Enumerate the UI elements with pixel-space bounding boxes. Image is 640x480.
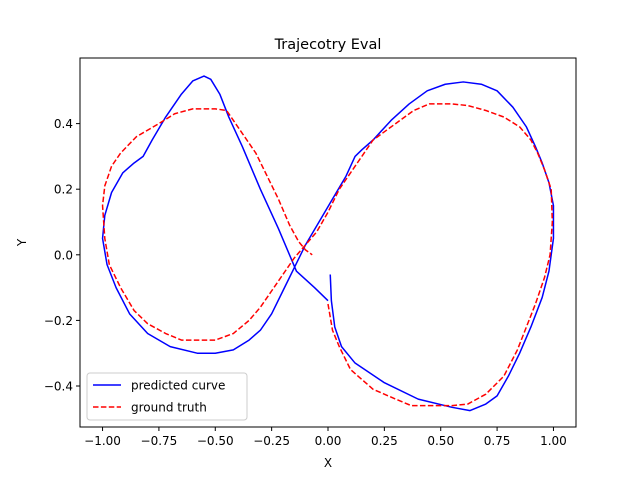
x-tick-label: −0.25 bbox=[253, 434, 290, 448]
legend: predicted curve ground truth bbox=[86, 372, 248, 421]
x-tick-label: 0.00 bbox=[315, 434, 342, 448]
y-tick-label: 0.2 bbox=[54, 183, 73, 197]
x-tick-label: 1.00 bbox=[540, 434, 567, 448]
y-tick-label: −0.4 bbox=[44, 380, 73, 394]
x-tick-label: 0.75 bbox=[484, 434, 511, 448]
legend-box bbox=[86, 372, 248, 421]
y-tick-label: 0.4 bbox=[54, 117, 73, 131]
y-tick-label: −0.2 bbox=[44, 314, 73, 328]
x-tick-label: 0.50 bbox=[427, 434, 454, 448]
x-tick-label: −0.75 bbox=[141, 434, 178, 448]
legend-label-ground-truth: ground truth bbox=[131, 401, 207, 415]
y-axis: −0.4 −0.2 0.0 0.2 0.4 bbox=[44, 117, 80, 394]
series-line-predicted-curve bbox=[101, 75, 555, 412]
x-tick-label: 0.25 bbox=[371, 434, 398, 448]
chart-title: Trajecotry Eval bbox=[274, 37, 382, 53]
x-tick-label: −0.50 bbox=[197, 434, 234, 448]
plot-area: −1.00 −0.75 −0.50 −0.25 0.00 0.25 0.50 0.75 1.00… bbox=[44, 57, 577, 448]
y-tick-label: 0.0 bbox=[54, 248, 73, 262]
legend-label-predicted-curve: predicted curve bbox=[131, 379, 225, 393]
x-axis: −1.00 −0.75 −0.50 −0.25 0.00 0.25 0.50 0.75 1.00 bbox=[84, 427, 567, 448]
series-layer bbox=[101, 75, 555, 412]
series-line-ground-truth bbox=[101, 103, 554, 407]
x-axis-label: X bbox=[324, 456, 332, 470]
x-tick-label: −1.00 bbox=[84, 434, 121, 448]
y-axis-label: Y bbox=[15, 238, 29, 247]
